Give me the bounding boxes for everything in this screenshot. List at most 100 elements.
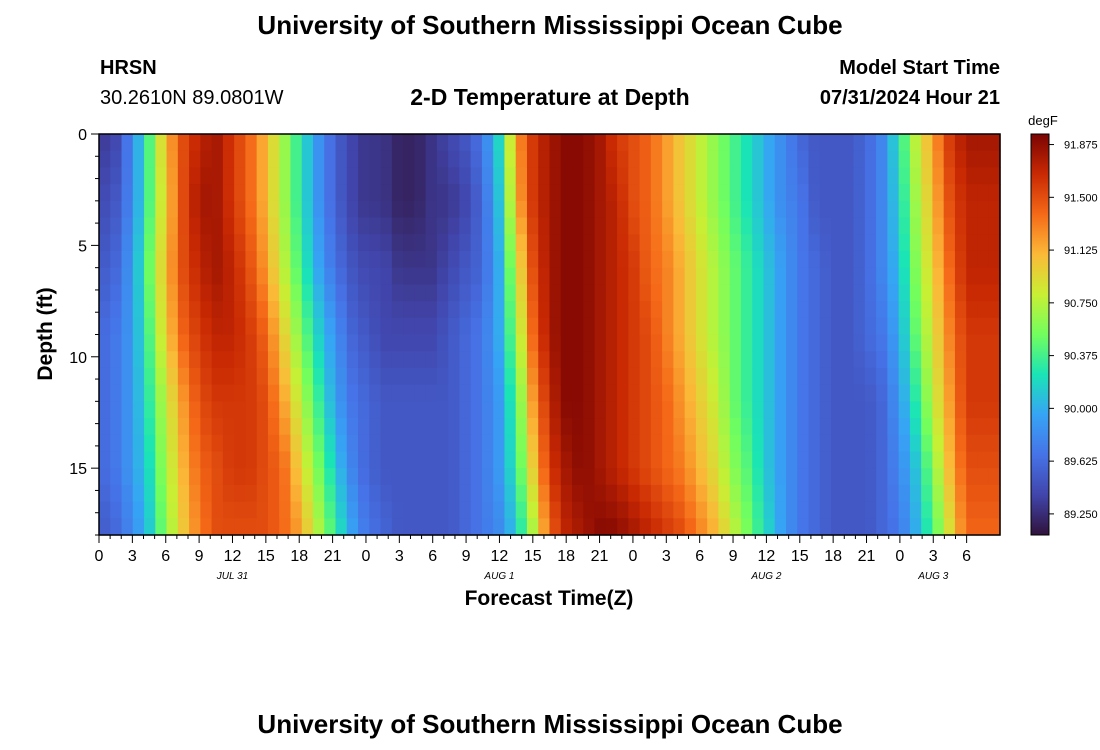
heatmap-cell [966, 418, 979, 436]
heatmap-cell [774, 367, 787, 386]
heatmap-cell [358, 518, 370, 536]
heatmap-cell [132, 351, 145, 369]
heatmap-cell [808, 301, 821, 319]
heatmap-cell [628, 451, 641, 469]
heatmap-cell [155, 484, 168, 503]
heatmap-cell [279, 401, 292, 419]
heatmap-cell [819, 384, 832, 402]
heatmap-cell [797, 267, 810, 285]
heatmap-cell [887, 234, 900, 252]
heatmap-cell [594, 217, 607, 235]
heatmap-cell [493, 317, 506, 336]
heatmap-cell [448, 217, 460, 235]
heatmap-cell [526, 301, 539, 319]
heatmap-cell [436, 434, 449, 453]
heatmap-cell [211, 418, 224, 436]
heatmap-cell [662, 284, 674, 302]
heatmap-cell [842, 418, 855, 436]
heatmap-cell [110, 418, 123, 436]
heatmap-cell [740, 267, 753, 285]
heatmap-cell [898, 267, 911, 285]
heatmap-cell [729, 134, 742, 152]
heatmap-cell [549, 484, 562, 503]
heatmap-cell [954, 434, 967, 453]
heatmap-cell [605, 250, 618, 269]
heatmap-cell [538, 317, 551, 336]
heatmap-cell [515, 501, 528, 519]
heatmap-cell [673, 234, 686, 252]
heatmap-cell [831, 217, 843, 235]
heatmap-cell [932, 418, 945, 436]
heatmap-cell [887, 401, 900, 419]
heatmap-cell [943, 367, 956, 386]
heatmap-cell [358, 184, 370, 202]
heatmap-cell [763, 134, 776, 152]
heatmap-cell [650, 401, 663, 419]
heatmap-cell [650, 518, 663, 536]
heatmap-cell [560, 150, 573, 169]
heatmap-cell [369, 267, 382, 285]
heatmap-cell [864, 317, 877, 336]
heatmap-cell [346, 267, 359, 285]
heatmap-cell [876, 401, 888, 419]
heatmap-cell [403, 451, 415, 469]
heatmap-cell [177, 184, 190, 202]
heatmap-cell [504, 134, 517, 152]
heatmap-cell [189, 484, 201, 503]
heatmap-cell [436, 351, 449, 369]
heatmap-cell [977, 267, 990, 285]
heatmap-cell [324, 367, 337, 386]
heatmap-cell [425, 501, 438, 519]
heatmap-cell [144, 401, 156, 419]
heatmap-cell [954, 384, 967, 402]
heatmap-cell [921, 284, 934, 302]
chart-title: 2-D Temperature at Depth [410, 84, 690, 110]
heatmap-cell [222, 434, 235, 453]
heatmap-cell [234, 451, 247, 469]
heatmap-cell [515, 484, 528, 503]
heatmap-cell [470, 134, 483, 152]
heatmap-cell [977, 200, 990, 219]
heatmap-cell [695, 217, 708, 235]
heatmap-cell [189, 334, 201, 352]
heatmap-cell [549, 434, 562, 453]
heatmap-cell [909, 284, 922, 302]
heatmap-cell [481, 334, 494, 352]
heatmap-cell [617, 434, 629, 453]
heatmap-cell [504, 334, 517, 352]
heatmap-cell [954, 150, 967, 169]
heatmap-cell [729, 434, 742, 453]
heatmap-cell [538, 167, 551, 185]
heatmap-cell [470, 150, 483, 169]
heatmap-cell [887, 384, 900, 402]
heatmap-cell [909, 200, 922, 219]
heatmap-cell [977, 134, 990, 152]
heatmap-cell [493, 384, 506, 402]
heatmap-cell [391, 484, 404, 503]
heatmap-cell [774, 401, 787, 419]
heatmap-cell [853, 267, 866, 285]
heatmap-cell [718, 518, 731, 536]
heatmap-cell [335, 134, 348, 152]
heatmap-cell [448, 167, 460, 185]
heatmap-cell [842, 401, 855, 419]
heatmap-cell [290, 501, 303, 519]
heatmap-cell [797, 518, 810, 536]
heatmap-cell [605, 150, 618, 169]
heatmap-cell [831, 351, 843, 369]
heatmap-cell [504, 150, 517, 169]
heatmap-cell [346, 351, 359, 369]
heatmap-cell [583, 317, 596, 336]
heatmap-cell [369, 334, 382, 352]
heatmap-cell [459, 284, 472, 302]
heatmap-cell [583, 501, 596, 519]
heatmap-cell [740, 468, 753, 486]
heatmap-cell [324, 284, 337, 302]
heatmap-cell [662, 167, 674, 185]
heatmap-cell [369, 301, 382, 319]
heatmap-cell [324, 301, 337, 319]
heatmap-cell [887, 250, 900, 269]
x-tick-label: 3 [128, 548, 137, 565]
heatmap-cell [921, 418, 934, 436]
heatmap-cell [988, 200, 1001, 219]
